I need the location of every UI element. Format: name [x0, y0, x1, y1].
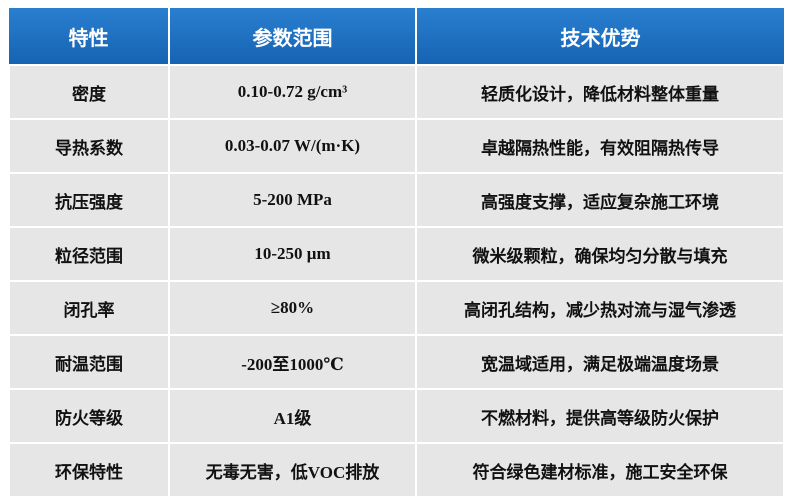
table-row: 抗压强度 5-200 MPa 高强度支撑，适应复杂施工环境: [8, 172, 785, 228]
table-cell: 无毒无害，低VOC排放: [168, 442, 417, 498]
table-cell: 防火等级: [8, 388, 170, 444]
table-cell: 粒径范围: [8, 226, 170, 282]
spec-table: 特性 参数范围 技术优势 密度 0.10-0.72 g/cm³ 轻质化设计，降低材料整体…: [8, 8, 785, 498]
table-cell: 闭孔率: [8, 280, 170, 336]
table-cell: 0.10-0.72 g/cm³: [168, 64, 417, 120]
header-row: 特性 参数范围 技术优势: [9, 8, 784, 65]
table-cell: 密度: [8, 64, 170, 120]
table-row: 环保特性 无毒无害，低VOC排放 符合绿色建材标准，施工安全环保: [8, 442, 785, 498]
table-row: 密度 0.10-0.72 g/cm³ 轻质化设计，降低材料整体重量: [8, 64, 785, 120]
table-cell: 5-200 MPa: [168, 172, 417, 228]
table-cell: 高强度支撑，适应复杂施工环境: [415, 172, 785, 228]
header-cell: 参数范围: [169, 8, 417, 65]
header-cell: 特性: [9, 8, 170, 65]
table-row: 耐温范围 -200至1000℃ 宽温域适用，满足极端温度场景: [8, 334, 785, 390]
table-row: 闭孔率 ≥80% 高闭孔结构，减少热对流与湿气渗透: [8, 280, 785, 336]
table-cell: 符合绿色建材标准，施工安全环保: [415, 442, 785, 498]
table-cell: 环保特性: [8, 442, 170, 498]
table-cell: 0.03-0.07 W/(m·K): [168, 118, 417, 174]
table-cell: 轻质化设计，降低材料整体重量: [415, 64, 785, 120]
table-cell: 微米级颗粒，确保均匀分散与填充: [415, 226, 785, 282]
table-cell: ≥80%: [168, 280, 417, 336]
table-cell: 导热系数: [8, 118, 170, 174]
table-cell: 高闭孔结构，减少热对流与湿气渗透: [415, 280, 785, 336]
table-cell: 宽温域适用，满足极端温度场景: [415, 334, 785, 390]
header-cell: 技术优势: [416, 8, 784, 65]
table-row: 导热系数 0.03-0.07 W/(m·K) 卓越隔热性能，有效阻隔热传导: [8, 118, 785, 174]
table-body: 密度 0.10-0.72 g/cm³ 轻质化设计，降低材料整体重量 导热系数 0.03-…: [8, 64, 785, 498]
table-cell: 卓越隔热性能，有效阻隔热传导: [415, 118, 785, 174]
table-cell: A1级: [168, 388, 417, 444]
table-cell: 不燃材料，提供高等级防火保护: [415, 388, 785, 444]
table-row: 粒径范围 10-250 μm 微米级颗粒，确保均匀分散与填充: [8, 226, 785, 282]
table-cell: 抗压强度: [8, 172, 170, 228]
table-cell: 10-250 μm: [168, 226, 417, 282]
table-header: 特性 参数范围 技术优势: [9, 8, 784, 65]
table-row: 防火等级 A1级 不燃材料，提供高等级防火保护: [8, 388, 785, 444]
table-cell: -200至1000℃: [168, 334, 417, 390]
table-cell: 耐温范围: [8, 334, 170, 390]
